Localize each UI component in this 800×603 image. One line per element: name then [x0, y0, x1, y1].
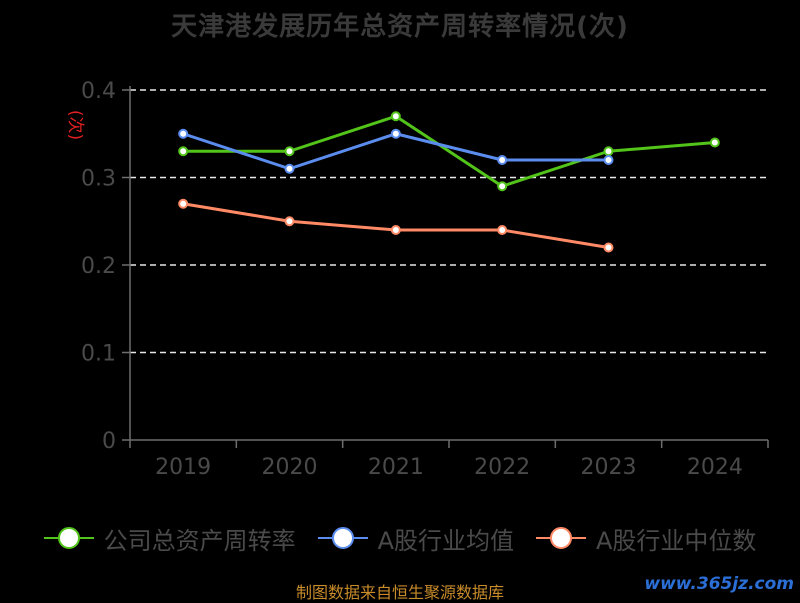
series-company-point: [709, 137, 720, 148]
series-company-point: [497, 181, 508, 192]
chart-title: 天津港发展历年总资产周转率情况(次): [171, 12, 629, 42]
series-industry-mean-point: [284, 163, 295, 174]
series-industry-median-point: [390, 225, 401, 235]
series-company-point: [390, 111, 401, 122]
x-tick-label: 2019: [155, 455, 211, 480]
series-company-point: [178, 146, 189, 157]
series-industry-mean-point: [603, 155, 614, 165]
y-tick-label: 0.1: [81, 342, 116, 367]
x-tick-label: 2020: [262, 455, 318, 480]
y-axis-label: (次): [65, 110, 85, 140]
watermark-logo: www.365jz.com: [644, 574, 794, 594]
source-note: 制图数据来自恒生聚源数据库: [295, 583, 504, 602]
series-industry-mean-point: [178, 128, 189, 139]
legend-label-industry-median: A股行业中位数: [596, 526, 757, 555]
y-tick-label: 0.2: [81, 254, 116, 279]
legend-item-industry-mean[interactable]: A股行业均值: [317, 521, 514, 556]
series-industry-median-point: [284, 216, 295, 227]
legend-label-company: 公司总资产周转率: [103, 526, 296, 555]
series-industry-median-point: [603, 242, 614, 253]
series-industry-mean-point: [497, 155, 508, 165]
legend-marker-company: [43, 526, 94, 550]
series-industry-mean-point: [390, 128, 401, 139]
x-tick-label: 2021: [368, 455, 424, 480]
legend-marker-industry-median: [536, 526, 586, 550]
y-tick-label: 0.3: [81, 167, 116, 192]
y-tick-label: 0.4: [81, 79, 116, 104]
legend-marker-industry-mean: [317, 526, 368, 550]
legend-item-company[interactable]: 公司总资产周转率: [43, 521, 296, 556]
series-industry-median-point: [497, 225, 508, 235]
x-tick-label: 2024: [687, 455, 743, 480]
x-tick-label: 2023: [581, 455, 637, 480]
line-chart: 0 0.1 0.2 0.3 0.4 2019 2020 2021 2022 2023 2024 (次): [65, 79, 769, 480]
series-company-line: [183, 114, 715, 188]
series-company-point: [284, 146, 295, 157]
legend: 公司总资产周转率 A股行业均值 A股行业中位数: [0, 518, 800, 558]
series-industry-median-point: [178, 198, 189, 209]
y-tick-label: 0: [102, 429, 116, 454]
legend-label-industry-mean: A股行业均值: [377, 526, 514, 555]
x-tick-label: 2022: [474, 455, 530, 480]
legend-item-industry-median[interactable]: A股行业中位数: [536, 521, 756, 556]
series-company-point: [603, 146, 614, 157]
